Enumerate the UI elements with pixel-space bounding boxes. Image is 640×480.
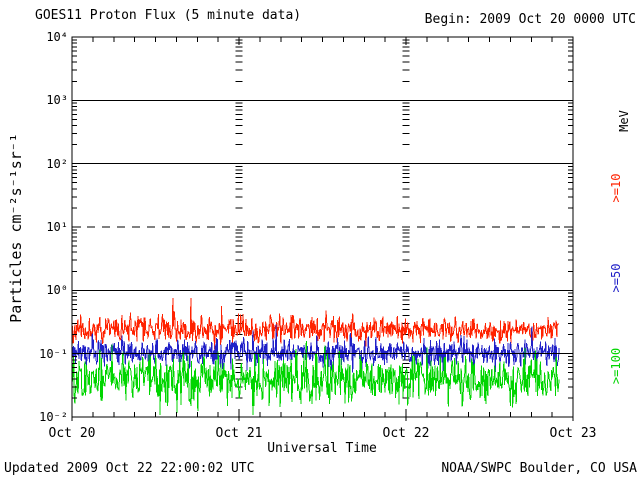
y-tick-label: 10³ bbox=[46, 93, 68, 108]
y-tick-label: 10⁻¹ bbox=[39, 346, 68, 361]
x-tick-label: Oct 21 bbox=[215, 426, 263, 441]
legend-label-gege100: >=100 bbox=[609, 347, 623, 385]
legend-label-gege10: >=10 bbox=[609, 173, 623, 203]
x-tick-label: Oct 23 bbox=[549, 426, 597, 441]
x-axis-label: Universal Time bbox=[267, 441, 377, 456]
x-tick-label: Oct 20 bbox=[48, 426, 96, 441]
updated-timestamp: Updated 2009 Oct 22 22:00:02 UTC bbox=[4, 461, 255, 476]
source-attribution: NOAA/SWPC Boulder, CO USA bbox=[441, 461, 637, 476]
y-tick-label: 10⁴ bbox=[46, 30, 68, 44]
chart-title: GOES11 Proton Flux (5 minute data) bbox=[35, 8, 302, 23]
x-tick-label: Oct 22 bbox=[382, 426, 430, 441]
right-axis-unit-label: MeV bbox=[617, 110, 631, 132]
legend-label-gege50: >=50 bbox=[609, 263, 623, 293]
y-tick-label: 10⁻² bbox=[39, 410, 68, 424]
y-tick-label: 10² bbox=[46, 156, 68, 171]
begin-timestamp: Begin: 2009 Oct 20 0000 UTC bbox=[424, 12, 636, 27]
y-tick-label: 10¹ bbox=[46, 220, 68, 234]
y-tick-label: 10⁰ bbox=[46, 283, 68, 298]
